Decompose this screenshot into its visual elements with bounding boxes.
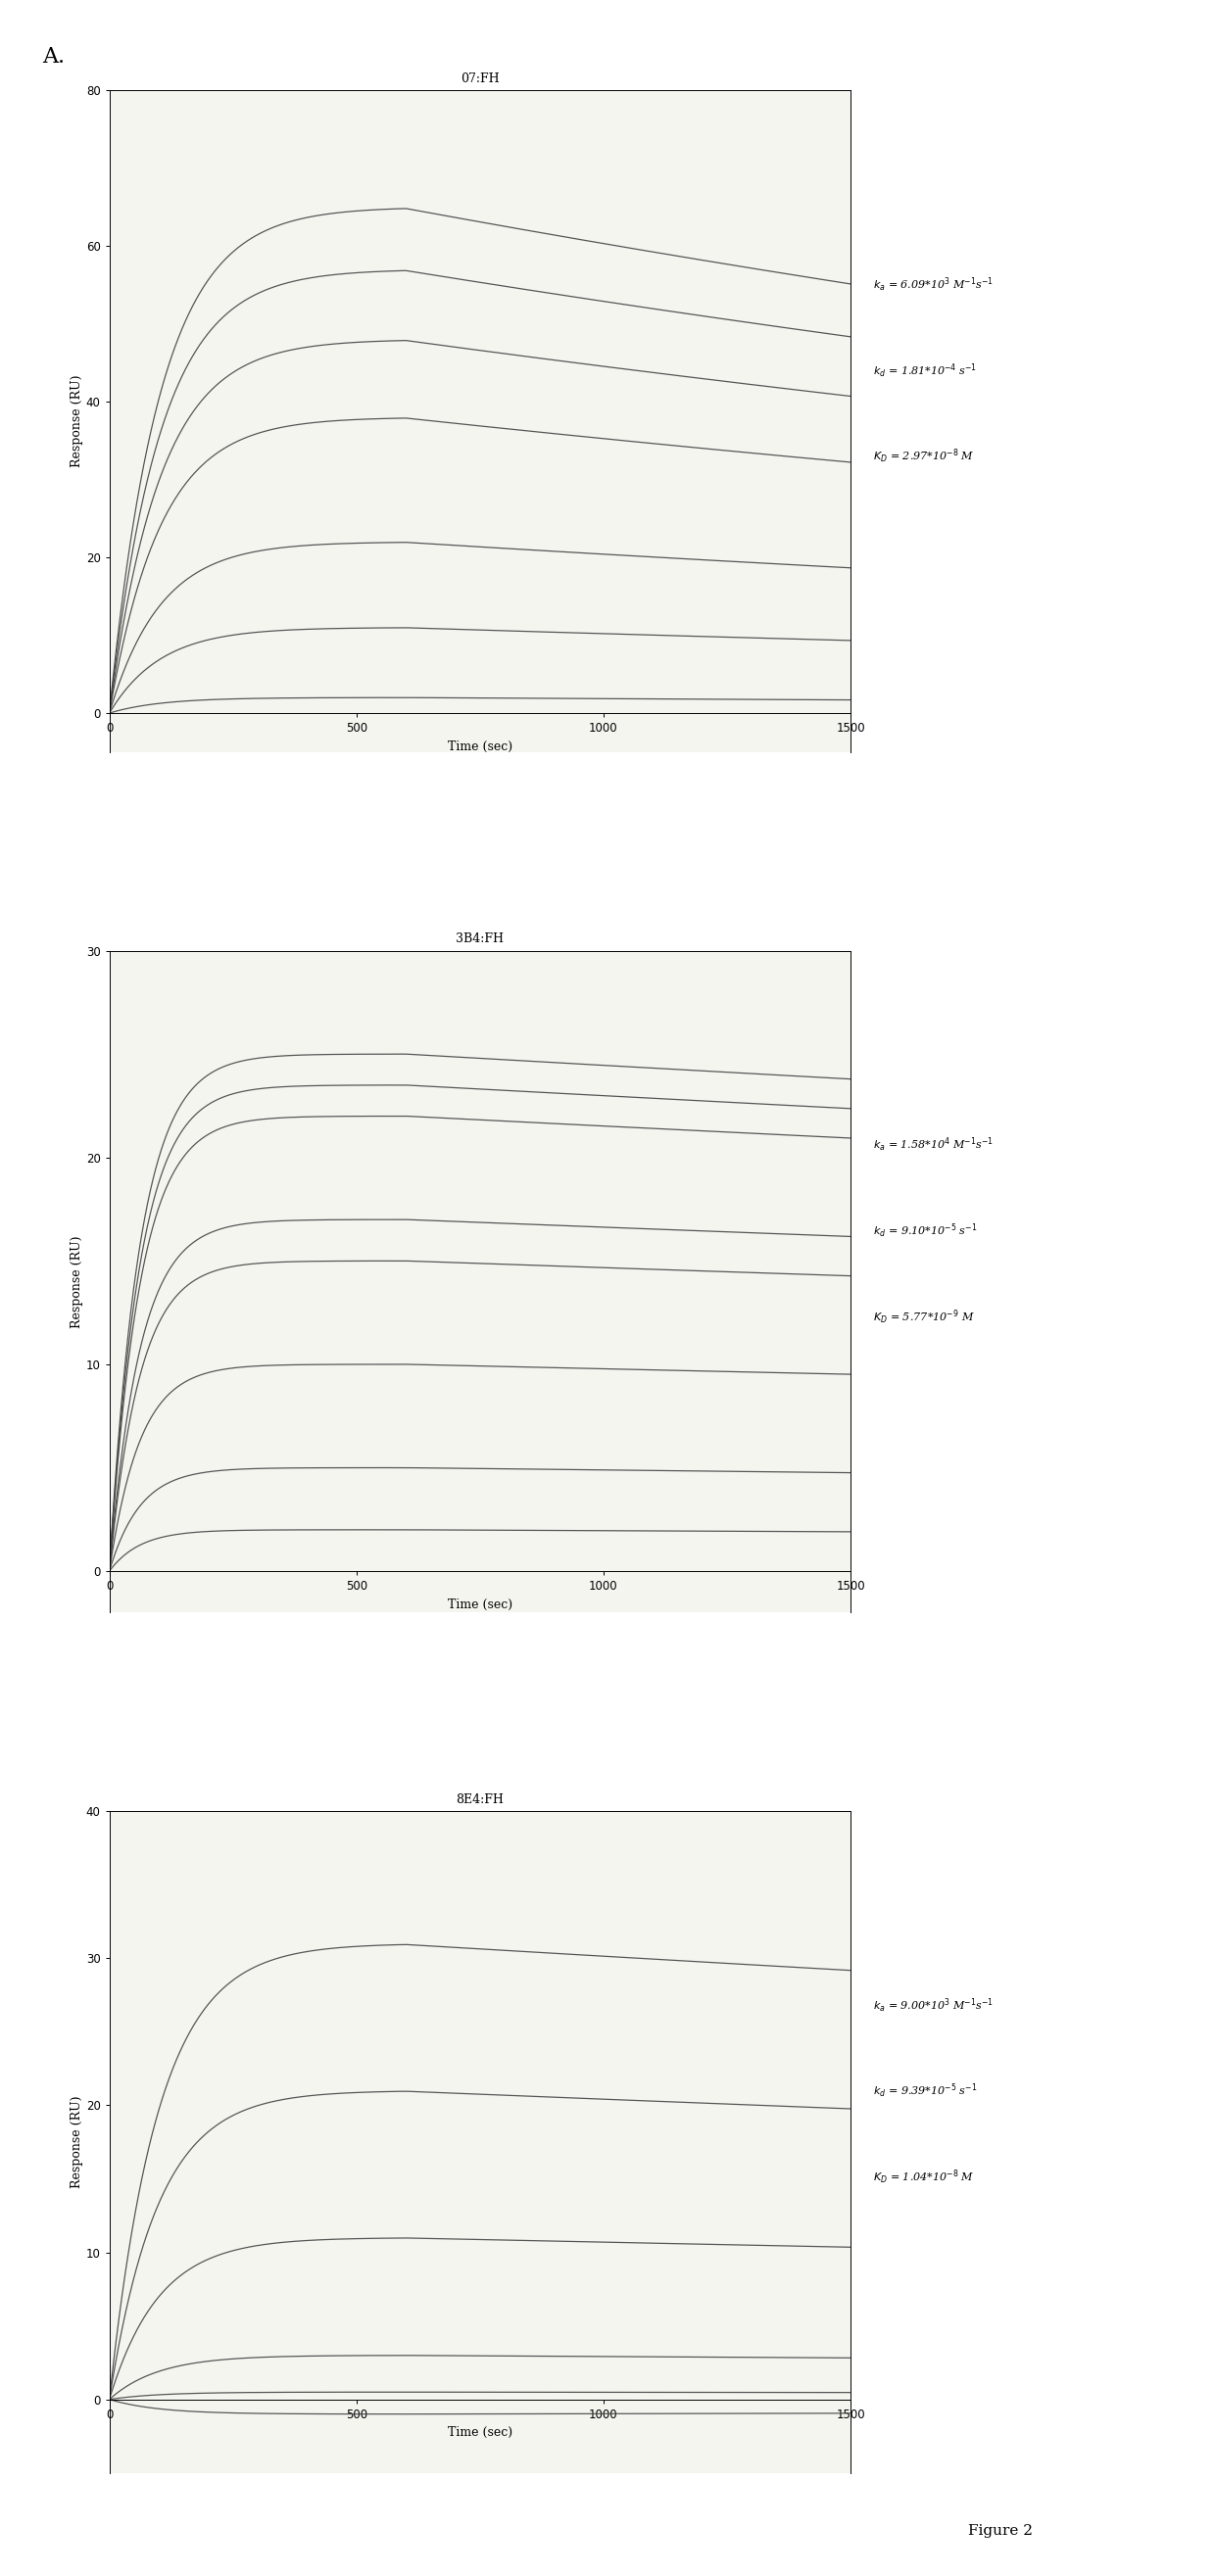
Text: $k_d$ = 1.81*10$^{-4}$ s$^{-1}$: $k_d$ = 1.81*10$^{-4}$ s$^{-1}$ xyxy=(872,361,977,379)
Text: A.: A. xyxy=(43,46,66,67)
Text: Figure 2: Figure 2 xyxy=(968,2524,1033,2537)
Title: 8E4:FH: 8E4:FH xyxy=(456,1793,504,1806)
Text: $k_a$ = 6.09*10$^3$ M$^{-1}$s$^{-1}$: $k_a$ = 6.09*10$^3$ M$^{-1}$s$^{-1}$ xyxy=(872,276,994,294)
Y-axis label: Response (RU): Response (RU) xyxy=(70,2097,83,2187)
X-axis label: Time (sec): Time (sec) xyxy=(447,1597,513,1610)
Text: $k_a$ = 9.00*10$^3$ M$^{-1}$s$^{-1}$: $k_a$ = 9.00*10$^3$ M$^{-1}$s$^{-1}$ xyxy=(872,1996,994,2014)
Text: $k_d$ = 9.39*10$^{-5}$ s$^{-1}$: $k_d$ = 9.39*10$^{-5}$ s$^{-1}$ xyxy=(872,2081,977,2099)
Title: 07:FH: 07:FH xyxy=(460,72,499,85)
Y-axis label: Response (RU): Response (RU) xyxy=(70,376,83,466)
Text: $K_D$ = 1.04*10$^{-8}$ M: $K_D$ = 1.04*10$^{-8}$ M xyxy=(872,2169,974,2187)
Text: $k_d$ = 9.10*10$^{-5}$ s$^{-1}$: $k_d$ = 9.10*10$^{-5}$ s$^{-1}$ xyxy=(872,1221,977,1239)
Y-axis label: Response (RU): Response (RU) xyxy=(70,1236,83,1327)
X-axis label: Time (sec): Time (sec) xyxy=(447,739,513,752)
Text: $K_D$ = 5.77*10$^{-9}$ M: $K_D$ = 5.77*10$^{-9}$ M xyxy=(872,1309,974,1327)
Title: 3B4:FH: 3B4:FH xyxy=(456,933,504,945)
Text: $K_D$ = 2.97*10$^{-8}$ M: $K_D$ = 2.97*10$^{-8}$ M xyxy=(872,448,974,466)
X-axis label: Time (sec): Time (sec) xyxy=(447,2427,513,2439)
Text: $k_a$ = 1.58*10$^4$ M$^{-1}$s$^{-1}$: $k_a$ = 1.58*10$^4$ M$^{-1}$s$^{-1}$ xyxy=(872,1136,994,1154)
